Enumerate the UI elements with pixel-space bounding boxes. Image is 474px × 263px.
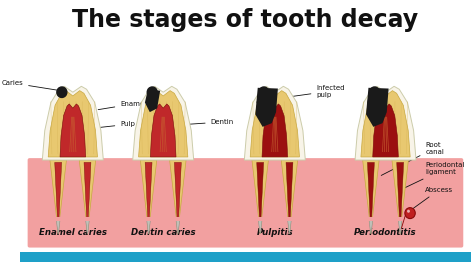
Text: Pulp: Pulp: [87, 121, 135, 129]
Polygon shape: [176, 220, 180, 234]
Polygon shape: [361, 91, 410, 157]
Polygon shape: [60, 104, 86, 157]
Polygon shape: [369, 220, 373, 234]
Text: Infected
pulp: Infected pulp: [282, 85, 345, 98]
Circle shape: [407, 210, 410, 213]
Polygon shape: [281, 160, 298, 234]
Polygon shape: [145, 89, 160, 112]
Polygon shape: [244, 86, 305, 160]
Polygon shape: [133, 86, 194, 160]
Bar: [19, 252, 472, 262]
Polygon shape: [174, 163, 182, 231]
Polygon shape: [145, 163, 152, 231]
Polygon shape: [392, 160, 409, 234]
Circle shape: [147, 87, 157, 98]
Polygon shape: [84, 163, 91, 231]
Polygon shape: [42, 86, 103, 160]
Polygon shape: [256, 89, 272, 112]
Polygon shape: [250, 91, 300, 157]
FancyBboxPatch shape: [28, 219, 462, 247]
Bar: [29, 217, 462, 221]
Text: Dentin caries: Dentin caries: [131, 228, 195, 237]
Text: Enamel: Enamel: [98, 101, 146, 110]
Circle shape: [57, 87, 67, 98]
Polygon shape: [367, 163, 374, 231]
Polygon shape: [363, 160, 379, 234]
Polygon shape: [48, 91, 98, 157]
Polygon shape: [147, 220, 150, 234]
Polygon shape: [252, 160, 268, 234]
Polygon shape: [150, 104, 176, 157]
Text: Caries: Caries: [1, 80, 57, 90]
Polygon shape: [170, 160, 186, 234]
Polygon shape: [399, 220, 402, 234]
Polygon shape: [288, 220, 291, 234]
Polygon shape: [56, 220, 60, 234]
Text: Pulpitis: Pulpitis: [256, 228, 293, 237]
Polygon shape: [373, 104, 398, 157]
Polygon shape: [79, 160, 96, 234]
Polygon shape: [140, 160, 157, 234]
FancyBboxPatch shape: [27, 158, 463, 247]
Polygon shape: [138, 91, 188, 157]
Polygon shape: [286, 163, 293, 231]
Polygon shape: [366, 88, 389, 127]
Polygon shape: [355, 86, 416, 160]
Text: ID 243117765 © Dannyphoto80: ID 243117765 © Dannyphoto80: [376, 255, 456, 260]
Circle shape: [370, 87, 380, 98]
Circle shape: [259, 87, 269, 98]
Circle shape: [405, 208, 415, 219]
Text: Periodontal
ligament: Periodontal ligament: [401, 162, 465, 190]
Text: The stages of tooth decay: The stages of tooth decay: [73, 8, 419, 32]
Text: Root
canal: Root canal: [381, 142, 444, 175]
Text: Dentin: Dentin: [190, 119, 234, 125]
Polygon shape: [258, 220, 262, 234]
Polygon shape: [86, 220, 89, 234]
Polygon shape: [50, 160, 66, 234]
Text: Enamel caries: Enamel caries: [39, 228, 107, 237]
Polygon shape: [262, 104, 288, 157]
Polygon shape: [367, 89, 383, 112]
Polygon shape: [55, 163, 62, 231]
Text: Periodontitis: Periodontitis: [354, 228, 417, 237]
Text: dreamstime.com: dreamstime.com: [36, 255, 80, 260]
Polygon shape: [257, 163, 264, 231]
Polygon shape: [255, 88, 278, 127]
Polygon shape: [397, 163, 404, 231]
Text: Abscess: Abscess: [411, 186, 454, 210]
